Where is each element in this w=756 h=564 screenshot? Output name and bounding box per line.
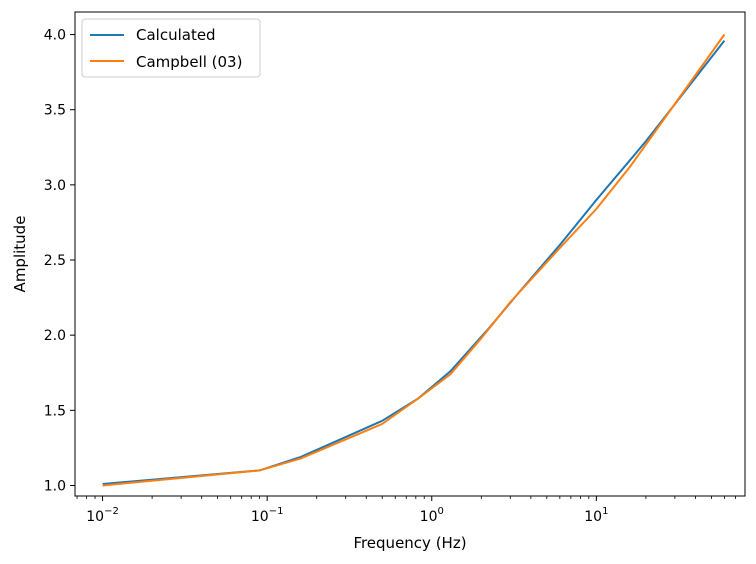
legend-label-campbell: Campbell (03) (136, 53, 242, 71)
legend: Calculated Campbell (03) (81, 18, 261, 78)
y-tick-label: 1.0 (44, 478, 66, 494)
y-axis-ticks: 1.0 1.5 2.0 2.5 3.0 3.5 4.0 (44, 28, 75, 494)
x-axis-label: Frequency (Hz) (353, 534, 466, 552)
y-tick-label: 3.5 (44, 103, 66, 119)
x-tick-label: 100 (420, 506, 444, 525)
y-tick-label: 2.0 (44, 328, 66, 344)
series-line-0 (102, 39, 726, 485)
y-axis-label: Amplitude (11, 216, 29, 293)
series-line-1 (102, 33, 726, 487)
x-tick-label: 10−1 (251, 506, 284, 525)
x-axis-ticks: 10−2 10−1 100 101 (76, 496, 736, 525)
y-tick-label: 2.5 (44, 253, 66, 269)
plot-frame (74, 11, 746, 497)
legend-label-calculated: Calculated (136, 26, 216, 44)
x-tick-label: 101 (584, 506, 608, 525)
y-tick-label: 3.0 (44, 178, 66, 194)
plot-area (75, 12, 745, 496)
x-tick-label: 10−2 (86, 506, 119, 525)
series-layer (102, 33, 726, 487)
y-tick-label: 1.5 (44, 403, 66, 419)
y-tick-label: 4.0 (44, 28, 66, 44)
legend-box (81, 18, 261, 78)
